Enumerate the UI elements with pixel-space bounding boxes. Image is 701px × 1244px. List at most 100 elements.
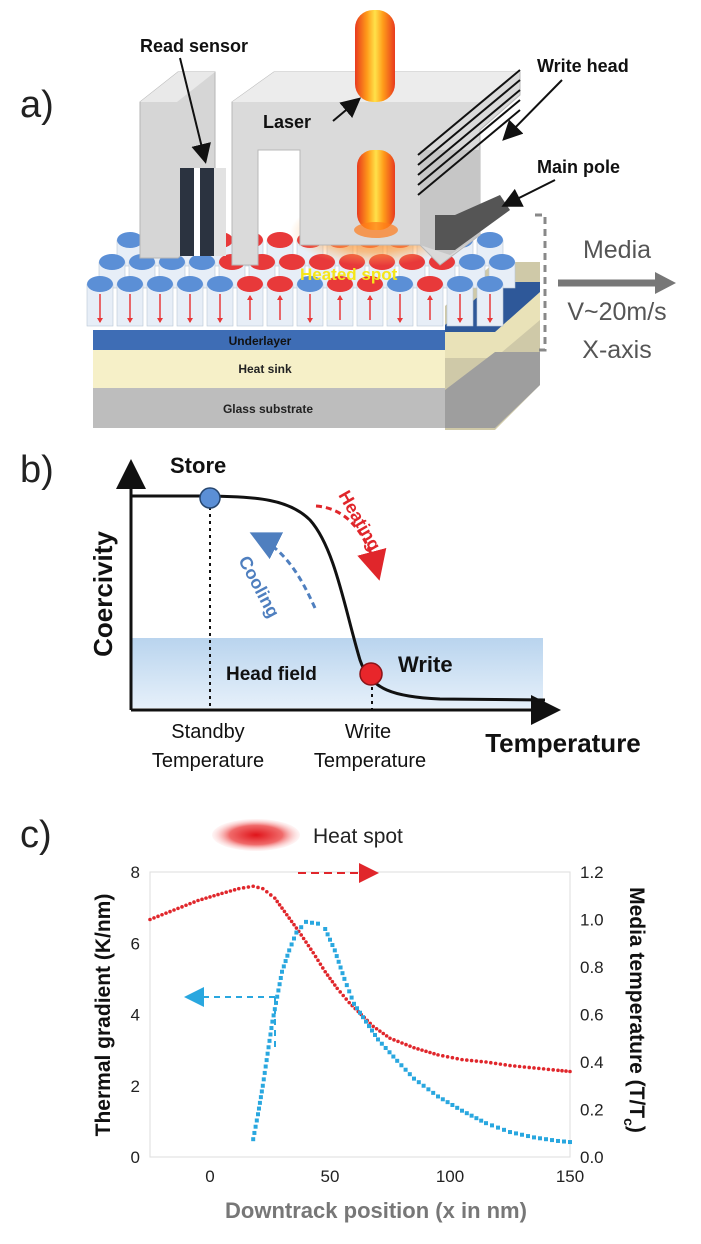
blue-series-point xyxy=(292,936,296,941)
red-series-point xyxy=(192,900,196,904)
write-temp-label-line2: Temperature xyxy=(314,750,426,772)
red-series-point xyxy=(200,897,204,902)
read-sensor xyxy=(139,71,226,259)
red-series-point xyxy=(216,892,220,897)
blue-series-point xyxy=(412,1076,416,1081)
c-y2-tick-label: 0.8 xyxy=(580,958,604,977)
red-series-point xyxy=(400,1041,404,1045)
blue-series-point xyxy=(252,1130,257,1135)
glass-substrate-label: Glass substrate xyxy=(223,402,313,416)
head-field-band xyxy=(131,638,543,708)
red-series-point xyxy=(246,885,251,889)
red-series-point xyxy=(527,1065,531,1070)
laser-beam xyxy=(354,10,398,238)
c-y2-tick-label: 0.0 xyxy=(580,1148,604,1167)
grain xyxy=(416,276,444,327)
blue-series-point xyxy=(316,921,320,926)
blue-series-point xyxy=(440,1097,445,1102)
blue-series-point xyxy=(445,1100,450,1105)
c-y2-tick-label: 0.4 xyxy=(580,1053,604,1072)
cooling-label: Cooling xyxy=(234,552,283,621)
red-series-point xyxy=(313,954,318,959)
blue-series-point xyxy=(330,943,335,948)
b-y-axis-label: Coercivity xyxy=(88,531,118,657)
blue-series-point xyxy=(395,1058,400,1063)
red-series-point xyxy=(388,1036,392,1041)
blue-series-point xyxy=(532,1135,536,1140)
blue-series-point xyxy=(520,1132,524,1137)
blue-series-point xyxy=(431,1090,436,1095)
media-bracket xyxy=(535,213,547,352)
blue-series-point xyxy=(268,1032,273,1037)
red-series-point xyxy=(164,911,168,915)
write-temp-label-line1: Write xyxy=(345,721,391,743)
red-series-point xyxy=(460,1057,464,1062)
underlayer-layer xyxy=(93,330,445,350)
red-series-point xyxy=(378,1029,382,1033)
red-series-point xyxy=(318,962,323,966)
heat-spot-legend-label: Heat spot xyxy=(313,825,403,848)
glass-side xyxy=(445,352,540,428)
red-series-point xyxy=(237,886,241,891)
red-series-point xyxy=(188,901,192,906)
panel-a: a) Underlayer Heat sink Glass substrate xyxy=(20,10,676,430)
grain xyxy=(386,276,414,327)
red-series-point xyxy=(381,1031,386,1036)
blue-series-point xyxy=(342,976,347,981)
blue-series-point xyxy=(338,965,343,970)
red-series-point xyxy=(517,1064,522,1069)
grain xyxy=(326,276,354,327)
red-series-point xyxy=(513,1064,517,1068)
blue-series-point xyxy=(556,1138,560,1143)
red-series-point xyxy=(251,884,255,889)
red-series-point xyxy=(556,1068,560,1073)
blue-series-point xyxy=(376,1037,380,1042)
red-series-point xyxy=(241,886,246,890)
red-series-point xyxy=(450,1055,455,1060)
red-series-point xyxy=(371,1024,376,1029)
blue-series-point xyxy=(340,971,345,976)
c-y-tick-label: 8 xyxy=(131,863,140,882)
red-series-point xyxy=(541,1067,546,1071)
blue-series-point xyxy=(294,930,299,935)
blue-series-point xyxy=(544,1137,548,1142)
blue-series-point xyxy=(277,982,282,987)
blue-series-point xyxy=(514,1131,518,1136)
red-series-point xyxy=(420,1048,424,1052)
red-series-point xyxy=(277,902,282,907)
red-series-point xyxy=(299,933,304,937)
blue-series-point xyxy=(269,1026,274,1031)
red-series-point xyxy=(392,1038,396,1042)
head-field-label: Head field xyxy=(226,664,317,685)
media-label: Media xyxy=(583,236,651,264)
blue-series-point xyxy=(253,1124,258,1129)
red-series-point xyxy=(306,943,311,948)
blue-series-point xyxy=(349,995,354,1000)
blue-series-point xyxy=(450,1102,455,1107)
heating-label: Heating xyxy=(335,487,385,554)
blue-series-point xyxy=(496,1125,500,1130)
blue-series-point xyxy=(358,1010,362,1015)
panel-c-letter: c) xyxy=(20,814,52,856)
red-series-point xyxy=(335,986,340,991)
red-series-point xyxy=(168,909,172,914)
red-series-point xyxy=(546,1067,551,1072)
c-ticks: 0 50 100 150 0 2 4 6 8 0.0 0.2 0.4 0.6 0.8 1.0 1.2 xyxy=(131,863,604,1186)
red-series-point xyxy=(333,983,337,987)
red-series-point xyxy=(522,1065,527,1069)
red-series-point xyxy=(180,905,184,909)
red-series-point xyxy=(325,973,330,977)
blue-series-point xyxy=(474,1116,479,1121)
blue-series-point xyxy=(254,1118,259,1123)
c-y-tick-label: 6 xyxy=(131,934,140,953)
red-series-point xyxy=(484,1060,488,1064)
blue-series-point xyxy=(336,959,341,964)
red-series-point xyxy=(374,1026,379,1031)
red-series-point xyxy=(148,917,152,922)
red-series-point xyxy=(493,1061,498,1066)
b-x-axis-label: Temperature xyxy=(485,728,641,758)
store-label: Store xyxy=(170,453,226,478)
red-series-point xyxy=(396,1039,400,1044)
heating-arrow xyxy=(315,504,387,581)
